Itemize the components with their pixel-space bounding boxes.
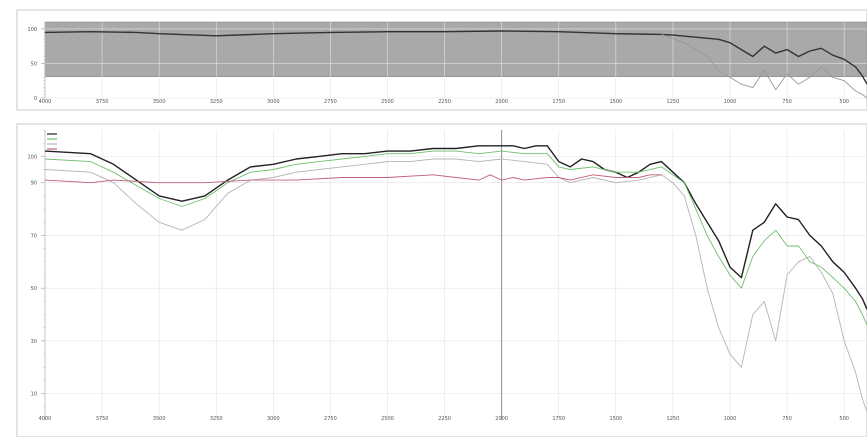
- series-line-1: [44, 30, 867, 85]
- x-tick-label: 2500: [381, 99, 394, 105]
- x-tick-label: 4000: [39, 99, 52, 105]
- x-tick-label: 2500: [381, 416, 394, 422]
- series-line-2: [44, 150, 867, 326]
- x-tick-label: 2750: [324, 99, 337, 105]
- x-tick-label: 1750: [552, 416, 565, 422]
- x-tick-label: 1500: [609, 416, 622, 422]
- x-tick-label: 1750: [552, 99, 565, 105]
- x-tick-label: 2250: [438, 416, 451, 422]
- y-tick-label: 30: [31, 339, 37, 345]
- x-tick-label: 750: [782, 99, 792, 105]
- selection-band: [44, 21, 867, 78]
- series-line-4: [44, 174, 662, 184]
- series-line-1: [44, 145, 867, 310]
- y-tick-label: 90: [31, 181, 37, 187]
- y-tick-label: 100: [27, 27, 37, 33]
- x-tick-label: 3750: [96, 416, 109, 422]
- x-tick-label: 1250: [667, 99, 680, 105]
- x-tick-label: 3250: [210, 99, 223, 105]
- y-tick-label: 50: [31, 286, 37, 292]
- x-tick-label: 750: [782, 416, 792, 422]
- panel-detail: 4000375035003250300027502500225020001750…: [16, 123, 867, 437]
- x-tick-label: 2750: [324, 416, 337, 422]
- x-tick-label: 3000: [267, 99, 280, 105]
- series-line-2: [661, 33, 867, 99]
- x-tick-label: 500: [839, 416, 849, 422]
- panel-overview: 4000 3750 3500 3250 3000 2750 2500 2250 2000 1750…: [16, 9, 867, 111]
- x-tick-label: 1250: [667, 416, 680, 422]
- y-tick-label: 0: [34, 96, 37, 102]
- x-tick-label: 3500: [153, 99, 166, 105]
- x-tick-label: 1500: [609, 99, 622, 105]
- x-tick-label: 2250: [438, 99, 451, 105]
- y-tick-label: 70: [31, 233, 37, 239]
- plot-frame: [16, 123, 867, 437]
- x-tick-label: 3500: [153, 416, 166, 422]
- series-line-3: [44, 158, 867, 413]
- legend: [47, 133, 57, 150]
- x-tick-label: 500: [839, 99, 849, 105]
- x-tick-label: 1000: [724, 99, 737, 105]
- x-tick-label: 1000: [724, 416, 737, 422]
- y-tick-label: 10: [31, 392, 37, 398]
- x-tick-label: 2000: [495, 99, 508, 105]
- y-tick-label: 50: [31, 61, 37, 67]
- x-tick-label: 3000: [267, 416, 280, 422]
- y-tick-label: 100: [27, 154, 37, 160]
- x-tick-label: 3750: [96, 99, 109, 105]
- x-tick-label: 3250: [210, 416, 223, 422]
